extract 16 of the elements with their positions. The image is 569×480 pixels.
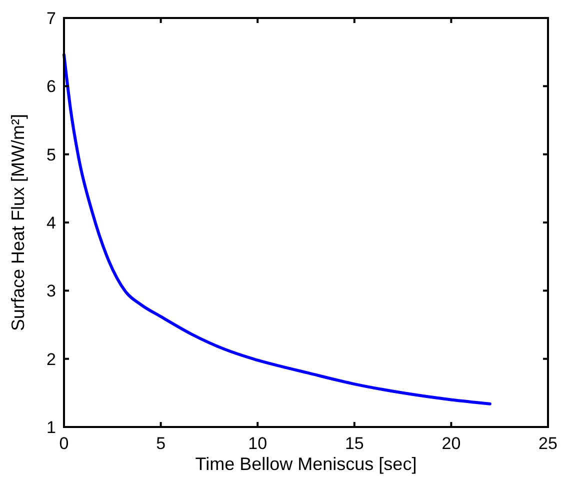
x-tick-label: 20 xyxy=(442,434,461,453)
x-tick-label: 15 xyxy=(344,434,364,453)
x-axis-title: Time Bellow Meniscus [sec] xyxy=(195,454,417,474)
y-tick-label: 7 xyxy=(46,8,56,28)
x-tick-label: 0 xyxy=(59,434,69,453)
y-tick-label: 3 xyxy=(46,282,56,301)
line-series xyxy=(62,53,492,406)
x-tick-label: 25 xyxy=(538,434,558,453)
y-tick-label: 5 xyxy=(46,145,56,164)
y-tick-label: 1 xyxy=(46,418,56,437)
x-tick-label: 5 xyxy=(156,434,166,453)
x-tick-label: 10 xyxy=(248,434,268,453)
y-axis-title: Surface Heat Flux [MW/m²] xyxy=(8,114,28,332)
y-tick-label: 2 xyxy=(46,350,56,369)
y-tick-label: 6 xyxy=(46,77,56,96)
y-tick-label: 4 xyxy=(46,213,56,232)
